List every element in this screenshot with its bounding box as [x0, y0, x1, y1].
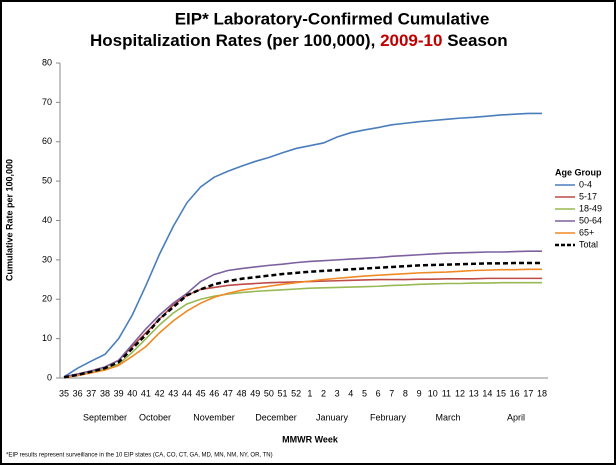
title-line: Hospitalization Rates (per 100,000), [90, 31, 375, 50]
x-tick-label: 16 [510, 388, 520, 398]
legend-label: Total [579, 239, 598, 249]
legend-label: 18-49 [579, 203, 602, 213]
x-tick-label: 15 [496, 388, 506, 398]
chart-title: EIP* Laboratory-Confirmed Cumulative [175, 9, 490, 28]
y-tick-label: 60 [42, 136, 52, 146]
y-tick-label: 20 [42, 294, 52, 304]
x-tick-label: 5 [362, 388, 367, 398]
month-label: March [435, 412, 460, 422]
x-tick-label: 40 [127, 388, 137, 398]
x-tick-label: 17 [523, 388, 533, 398]
x-tick-label: 48 [237, 388, 247, 398]
series-line [63, 250, 542, 378]
title-season: 2009-10 [380, 31, 442, 50]
x-tick-label: 37 [86, 388, 96, 398]
x-tick-label: 47 [223, 388, 233, 398]
series-line [63, 281, 542, 379]
month-label: December [255, 412, 297, 422]
x-tick-label: 35 [59, 388, 69, 398]
x-tick-label: 45 [196, 388, 206, 398]
x-tick-label: 13 [469, 388, 479, 398]
x-tick-label: 49 [250, 388, 260, 398]
month-label: September [83, 412, 127, 422]
legend-label: 65+ [579, 227, 594, 237]
x-tick-label: 50 [264, 388, 274, 398]
x-tick-label: 36 [73, 388, 83, 398]
x-tick-label: 10 [428, 388, 438, 398]
x-tick-label: 9 [417, 388, 422, 398]
x-tick-label: 11 [442, 388, 451, 398]
x-tick-label: 43 [168, 388, 178, 398]
x-tick-label: 6 [376, 388, 381, 398]
x-tick-label: 39 [114, 388, 124, 398]
x-tick-label: 2 [321, 388, 326, 398]
chart-title: Hospitalization Rates (per 100,000), 200… [90, 31, 508, 50]
legend-title: Age Group [555, 167, 602, 177]
x-tick-label: 41 [141, 388, 151, 398]
title-suffix: Season [447, 31, 507, 50]
x-tick-label: 1 [307, 388, 312, 398]
y-tick-label: 80 [42, 57, 52, 67]
x-tick-label: 46 [209, 388, 219, 398]
x-tick-label: 4 [348, 388, 353, 398]
y-tick-label: 50 [42, 176, 52, 186]
month-label: January [316, 412, 349, 422]
month-label: April [507, 412, 525, 422]
x-tick-label: 8 [403, 388, 408, 398]
x-tick-label: 51 [278, 388, 288, 398]
y-tick-label: 0 [47, 372, 52, 382]
series-line [63, 268, 542, 379]
month-label: October [139, 412, 171, 422]
x-tick-label: 18 [537, 388, 547, 398]
x-tick-label: 14 [482, 388, 492, 398]
x-tick-label: 38 [100, 388, 110, 398]
month-label: November [193, 412, 235, 422]
y-tick-label: 30 [42, 254, 52, 264]
series-line [63, 261, 542, 379]
x-axis-label: MMWR Week [282, 434, 339, 444]
legend-label: 50-64 [579, 215, 602, 225]
footnote: *EIP results represent surveillance in t… [6, 453, 273, 459]
x-tick-label: 52 [291, 388, 301, 398]
x-tick-label: 3 [335, 388, 340, 398]
y-tick-label: 40 [42, 215, 52, 225]
y-tick-label: 10 [42, 333, 52, 343]
y-axis-label: Cumulative Rate per 100,000 [4, 159, 14, 281]
series-line [63, 112, 542, 378]
x-tick-label: 42 [155, 388, 165, 398]
legend-label: 0-4 [579, 179, 592, 189]
x-tick-label: 44 [182, 388, 192, 398]
month-label: February [370, 412, 407, 422]
y-tick-label: 70 [42, 97, 52, 107]
legend-label: 5-17 [579, 191, 597, 201]
x-tick-label: 7 [389, 388, 394, 398]
x-tick-label: 12 [455, 388, 465, 398]
